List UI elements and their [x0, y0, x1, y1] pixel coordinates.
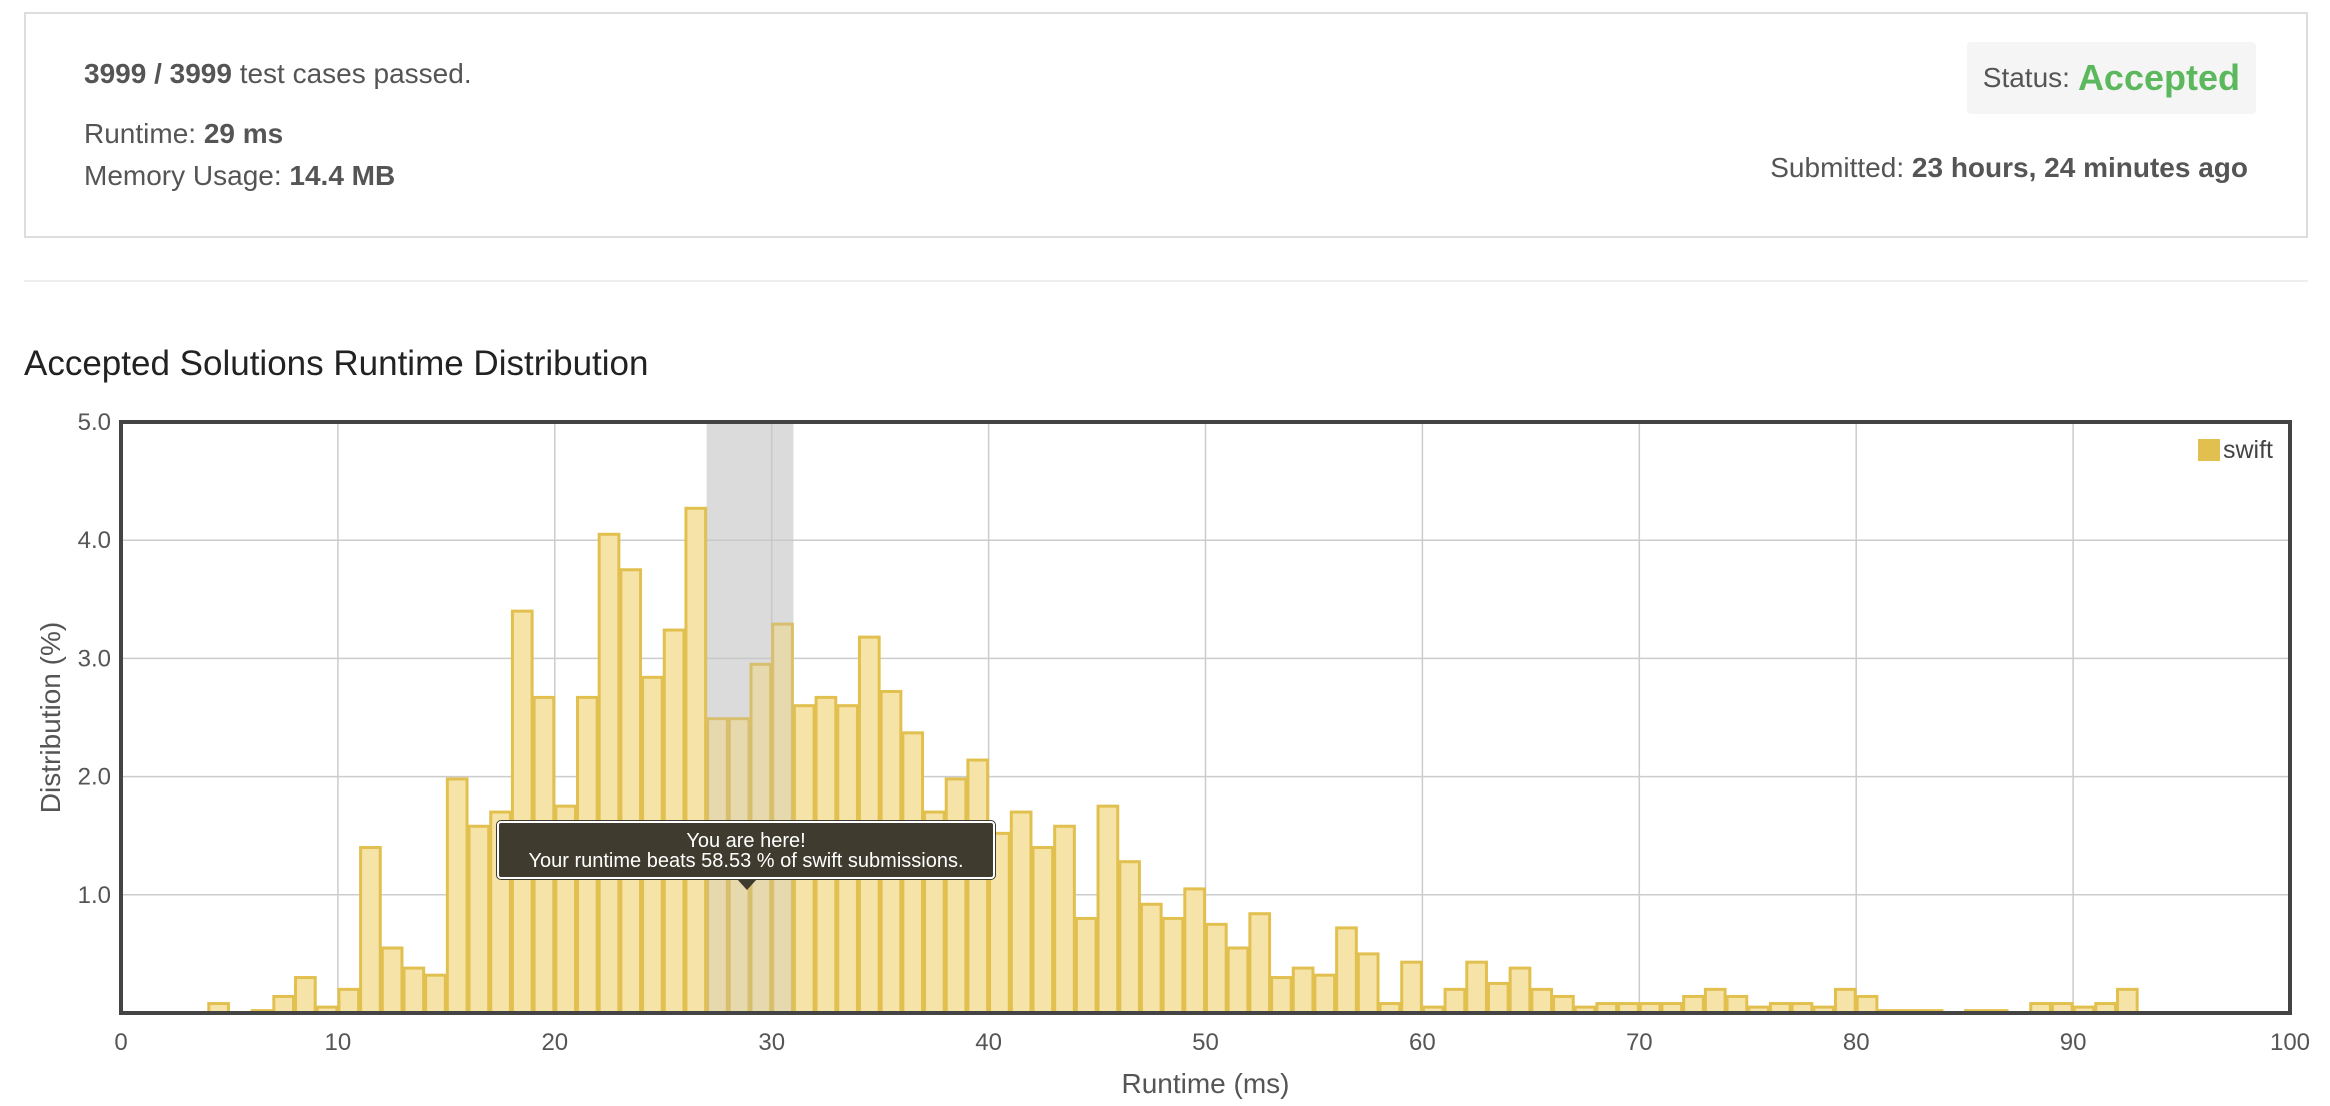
- memory-value: 14.4 MB: [289, 160, 396, 191]
- histogram-bar[interactable]: [445, 777, 469, 1015]
- section-title: Accepted Solutions Runtime Distribution: [24, 344, 649, 383]
- histogram-bar[interactable]: [1205, 922, 1228, 1015]
- x-tick-label: 90: [2060, 1029, 2087, 1056]
- y-tick-label: 3.0: [78, 645, 111, 672]
- histogram-bar[interactable]: [1400, 960, 1423, 1015]
- status-value[interactable]: Accepted: [2077, 57, 2240, 98]
- histogram-bar[interactable]: [966, 758, 990, 1015]
- histogram-bar[interactable]: [380, 946, 404, 1015]
- histogram-bar[interactable]: [1053, 824, 1076, 1015]
- histogram-bar[interactable]: [1530, 987, 1554, 1015]
- histogram-bar[interactable]: [1226, 946, 1250, 1015]
- histogram-bar[interactable]: [1855, 994, 1879, 1015]
- histogram-bar[interactable]: [619, 568, 643, 1015]
- histogram-bar[interactable]: [944, 777, 968, 1015]
- histogram-bar[interactable]: [1009, 810, 1033, 1015]
- legend-label-swift: swift: [2223, 436, 2273, 464]
- histogram-bar[interactable]: [1703, 987, 1727, 1015]
- histogram-bar[interactable]: [337, 987, 361, 1015]
- histogram-bar[interactable]: [1031, 846, 1055, 1015]
- runtime-line: Runtime: 29 ms: [84, 118, 283, 150]
- y-tick-label: 5.0: [78, 409, 111, 436]
- y-axis-title: Distribution (%): [35, 622, 66, 813]
- histogram-bar[interactable]: [1725, 994, 1749, 1015]
- x-tick-label: 70: [1626, 1029, 1653, 1056]
- histogram-bar[interactable]: [402, 966, 426, 1015]
- x-tick-label: 50: [1192, 1029, 1219, 1056]
- you-are-here-tooltip: You are here! Your runtime beats 58.53 %…: [497, 821, 995, 879]
- histogram-bar[interactable]: [1183, 887, 1207, 1015]
- histogram-bar[interactable]: [424, 973, 447, 1015]
- histogram-bar[interactable]: [467, 824, 491, 1015]
- submitted-label: Submitted:: [1770, 152, 1912, 183]
- x-tick-label: 30: [758, 1029, 785, 1056]
- histogram-bar[interactable]: [1682, 994, 1705, 1015]
- histogram-bar[interactable]: [1118, 860, 1141, 1015]
- x-tick-label: 60: [1409, 1029, 1436, 1056]
- y-tick-label: 2.0: [78, 764, 111, 791]
- tooltip-message: Your runtime beats 58.53 % of swift subm…: [528, 850, 964, 872]
- memory-label: Memory Usage:: [84, 160, 290, 191]
- histogram-bar[interactable]: [1291, 966, 1315, 1015]
- x-tick-label: 40: [975, 1029, 1002, 1056]
- histogram-bar[interactable]: [1139, 902, 1163, 1015]
- histogram-bar[interactable]: [510, 609, 534, 1015]
- histogram-bar[interactable]: [1486, 981, 1510, 1015]
- y-tick-label: 4.0: [78, 527, 111, 554]
- histogram-bar[interactable]: [294, 976, 317, 1015]
- histogram-bar[interactable]: [597, 532, 621, 1015]
- histogram-bar[interactable]: [1313, 973, 1337, 1015]
- x-tick-label: 100: [2270, 1029, 2310, 1056]
- test-cases-suffix: test cases passed.: [231, 58, 472, 89]
- histogram-bar[interactable]: [1096, 804, 1120, 1015]
- status-box: Status: Accepted: [1966, 42, 2256, 114]
- memory-line: Memory Usage: 14.4 MB: [84, 160, 395, 192]
- submitted-value: 23 hours, 24 minutes ago: [1911, 152, 2248, 183]
- histogram-bar[interactable]: [1270, 976, 1293, 1015]
- runtime-label: Runtime:: [84, 118, 204, 149]
- y-tick-label: 1.0: [78, 882, 111, 909]
- histogram-bar[interactable]: [1335, 926, 1358, 1015]
- histogram-bar[interactable]: [272, 994, 296, 1015]
- histogram-bar[interactable]: [1443, 987, 1467, 1015]
- section-divider: [24, 280, 2308, 282]
- runtime-distribution-chart[interactable]: 0 10 20 30 40 50 60 70 80 90 100 1.0 2.0 3.0 4.0 5.0 Run…: [0, 400, 2330, 1106]
- test-cases-result: 3999 / 3999 test cases passed.: [84, 58, 472, 90]
- histogram-bar[interactable]: [1465, 960, 1488, 1015]
- x-axis-title: Runtime (ms): [1121, 1068, 1289, 1099]
- histogram-bar[interactable]: [2115, 987, 2139, 1015]
- x-tick-label: 20: [541, 1029, 568, 1056]
- submission-summary-panel: 3999 / 3999 test cases passed. Runtime: …: [24, 12, 2308, 238]
- histogram-bar[interactable]: [1161, 916, 1185, 1015]
- tooltip-arrow: [737, 879, 757, 890]
- status-label: Status:: [1982, 62, 2070, 93]
- current-runtime-overlay: [706, 422, 794, 1013]
- x-tick-label: 10: [325, 1029, 352, 1056]
- histogram-bar[interactable]: [1074, 916, 1098, 1015]
- histogram-bar[interactable]: [1508, 966, 1532, 1015]
- x-tick-label: 80: [1843, 1029, 1870, 1056]
- histogram-bar[interactable]: [1552, 994, 1575, 1015]
- tooltip-title: You are here!: [686, 830, 806, 852]
- runtime-value: 29 ms: [203, 118, 284, 149]
- histogram-bar[interactable]: [684, 506, 708, 1015]
- histogram-bar[interactable]: [1248, 912, 1272, 1015]
- histogram-bar[interactable]: [1356, 952, 1380, 1015]
- plot-border: [119, 420, 2292, 1015]
- submitted-line: Submitted: 23 hours, 24 minutes ago: [1770, 152, 2248, 184]
- histogram-bar[interactable]: [1834, 987, 1857, 1015]
- histogram-bar[interactable]: [359, 846, 382, 1015]
- test-cases-count: 3999 / 3999: [84, 58, 232, 89]
- x-tick-label: 0: [114, 1029, 127, 1056]
- legend-swatch-swift: [2198, 439, 2220, 461]
